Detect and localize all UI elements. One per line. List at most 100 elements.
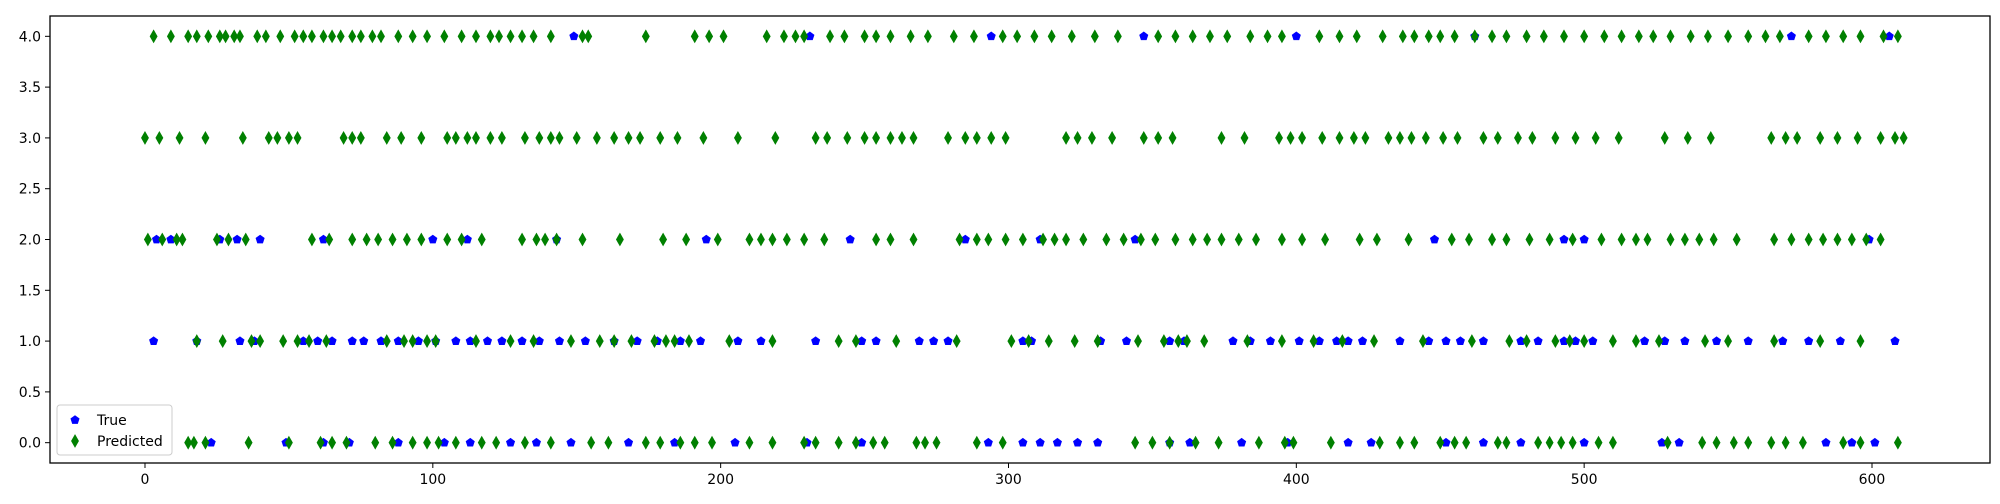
point-predicted [342, 435, 351, 450]
point-predicted [316, 435, 325, 450]
point-predicted [328, 29, 337, 44]
point-predicted [388, 435, 397, 450]
point-true [1395, 336, 1405, 345]
point-predicted [141, 131, 149, 145]
point-predicted [1525, 232, 1534, 247]
point-predicted [1088, 131, 1096, 145]
point-true [1429, 234, 1440, 244]
point-true [871, 336, 881, 345]
point-predicted [745, 435, 754, 450]
point-predicted [820, 232, 829, 247]
point-predicted [1724, 334, 1733, 348]
point-predicted [1378, 29, 1387, 44]
point-predicted [284, 435, 293, 450]
point-predicted [495, 29, 503, 44]
point-true [1073, 437, 1083, 447]
point-predicted [1361, 131, 1370, 145]
point-predicted [1833, 232, 1842, 247]
point-predicted [1338, 334, 1347, 348]
point-predicted [1856, 435, 1865, 450]
point-true [1559, 234, 1569, 244]
point-predicted [1154, 29, 1163, 44]
point-predicted [319, 29, 328, 44]
x-tick-label: 200 [707, 472, 734, 488]
point-predicted [1139, 131, 1148, 145]
point-predicted [230, 29, 239, 44]
point-predicted [670, 334, 679, 348]
point-predicted [811, 435, 820, 450]
point-predicted [1816, 334, 1825, 348]
point-predicted [486, 29, 495, 44]
point-predicted [1240, 131, 1249, 145]
point-true [1366, 437, 1376, 447]
point-predicted [1522, 334, 1531, 348]
point-predicted [627, 334, 636, 348]
point-predicted [221, 29, 230, 44]
point-predicted [1450, 29, 1459, 44]
point-predicted [417, 232, 426, 247]
point-true [695, 336, 706, 345]
point-true [1455, 336, 1465, 345]
point-predicted [1171, 29, 1180, 44]
point-predicted [1781, 131, 1790, 145]
point-true [531, 437, 541, 447]
point-predicted [279, 334, 288, 348]
point-predicted [1254, 435, 1263, 450]
point-predicted [1450, 435, 1459, 450]
point-predicted [745, 232, 754, 247]
point-predicted [451, 435, 460, 450]
point-predicted [463, 131, 472, 145]
point-true [1121, 336, 1132, 345]
point-predicted [662, 334, 670, 348]
point-predicted [1899, 131, 1908, 145]
point-predicted [886, 232, 895, 247]
point-predicted [244, 435, 253, 450]
point-predicted [241, 232, 250, 247]
point-predicted [1580, 334, 1589, 348]
point-predicted [1787, 232, 1796, 247]
point-predicted [1013, 29, 1022, 44]
point-predicted [423, 435, 432, 450]
point-predicted [1070, 334, 1079, 348]
point-predicted [1039, 232, 1047, 247]
point-true [1018, 437, 1028, 447]
point-predicted [307, 232, 316, 247]
point-predicted [1203, 232, 1212, 247]
point-predicted [713, 232, 722, 247]
legend-marker-true [70, 415, 80, 424]
point-predicted [189, 435, 198, 450]
point-predicted [348, 29, 357, 44]
point-predicted [1062, 232, 1070, 247]
point-predicted [725, 334, 734, 348]
point-predicted [949, 29, 958, 44]
point-predicted [811, 131, 820, 145]
point-predicted [1119, 232, 1128, 247]
point-true [1835, 336, 1845, 345]
point-true [1870, 437, 1880, 447]
point-predicted [486, 131, 495, 145]
point-predicted [506, 334, 515, 348]
point-predicted [572, 131, 581, 145]
point-predicted [1649, 29, 1658, 44]
point-predicted [719, 29, 728, 44]
point-predicted [1479, 131, 1488, 145]
point-predicted [1352, 29, 1361, 44]
point-predicted [1321, 232, 1330, 247]
y-tick-label: 1.0 [19, 334, 41, 350]
y-tick-label: 2.0 [19, 233, 41, 249]
point-predicted [1634, 29, 1643, 44]
point-predicted [1349, 131, 1358, 145]
point-predicted [944, 131, 952, 145]
point-predicted [961, 131, 970, 145]
y-tick-label: 4.0 [19, 29, 41, 45]
point-predicted [192, 29, 201, 44]
point-predicted [1252, 232, 1260, 247]
point-predicted [682, 232, 691, 247]
point-predicted [1632, 334, 1640, 348]
point-predicted [1217, 232, 1226, 247]
point-predicted [299, 29, 308, 44]
point-predicted [1666, 29, 1675, 44]
point-predicted [1214, 435, 1223, 450]
point-predicted [1159, 334, 1168, 348]
point-predicted [1050, 232, 1059, 247]
